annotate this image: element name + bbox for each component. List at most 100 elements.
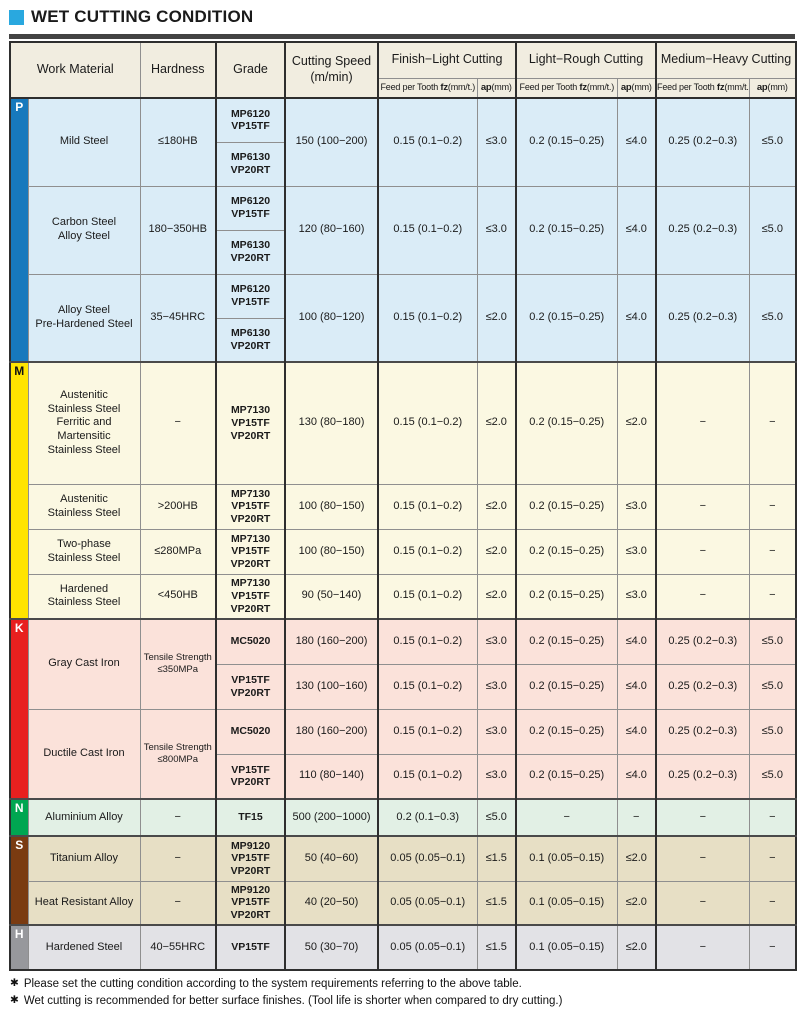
fz-cell: − [655, 835, 750, 882]
fz-cell: 0.15 (0.1−0.2) [377, 97, 478, 187]
fz-cell: 0.2 (0.15−0.25) [515, 185, 618, 275]
table-row: MP6130 VP20RT [10, 229, 796, 275]
fz-cell: 0.2 (0.15−0.25) [515, 708, 618, 755]
ap-cell: − [748, 880, 797, 926]
ap-cell: ≤2.0 [476, 361, 517, 485]
ap-cell: ≤3.0 [476, 618, 517, 665]
col-header-feed-rough: Feed per Tooth fz(mm/t.) [515, 77, 618, 99]
table-row: S Titanium Alloy − MP9120 VP15TF VP20RT … [9, 835, 797, 926]
fz-cell: 0.25 (0.2−0.3) [655, 753, 750, 800]
col-header-feed-heavy: Feed per Tooth fz(mm/t.) [655, 77, 750, 99]
col-header-grade: Grade [215, 41, 286, 99]
ap-cell: ≤4.0 [616, 618, 657, 665]
fz-cell: 0.2 (0.15−0.25) [515, 483, 618, 530]
speed-cell: 40 (20−50) [284, 880, 379, 926]
fz-cell: 0.2 (0.15−0.25) [515, 361, 618, 485]
hardness-cell: − [139, 880, 217, 926]
col-header-ap-heavy: ap(mm) [748, 77, 797, 99]
ap-cell: ≤3.0 [476, 753, 517, 800]
section-band-h: H [9, 924, 29, 971]
grade-cell: TF15 [215, 798, 286, 837]
ap-cell: ≤3.0 [476, 663, 517, 710]
ap-cell: ≤5.0 [748, 97, 797, 187]
table-row: Austenitic Stainless Steel >200HB MP7130… [10, 483, 797, 530]
grade-cell: VP15TF [215, 924, 286, 971]
hardness-cell: 40−55HRC [139, 924, 217, 971]
ap-cell: ≤4.0 [616, 753, 657, 800]
material-cell: Two-phase Stainless Steel [27, 528, 141, 575]
ap-cell: ≤4.0 [616, 273, 657, 363]
col-group-finish-light: Finish−Light Cutting [376, 41, 517, 79]
fz-cell: − [655, 528, 750, 575]
fz-cell: 0.2 (0.15−0.25) [515, 97, 618, 187]
table-row: Carbon Steel Alloy Steel 180−350HB MP612… [10, 185, 797, 275]
grade-cell: MP6130 VP20RT [215, 317, 286, 363]
speed-cell: 90 (50−140) [284, 573, 379, 620]
ap-cell: ≤3.0 [476, 708, 517, 755]
ap-cell: ≤5.0 [748, 618, 797, 665]
table-row: P Mild Steel ≤180HB MP6120 VP15TF 150 (1… [9, 97, 797, 363]
table-row: VP15TF VP20RT 110 (80−140) 0.15 (0.1−0.2… [10, 753, 797, 800]
material-cell: Ductile Cast Iron [27, 708, 141, 800]
speed-cell: 120 (80−160) [284, 185, 379, 275]
ap-cell: − [616, 798, 657, 837]
speed-cell: 100 (80−120) [284, 273, 379, 363]
fz-cell: 0.2 (0.15−0.25) [515, 273, 618, 363]
col-header-ap-finish: ap(mm) [476, 77, 517, 99]
ap-cell: ≤5.0 [748, 663, 797, 710]
grade-cell: VP15TF VP20RT [215, 663, 286, 710]
speed-cell: 180 (160−200) [284, 618, 379, 665]
material-cell: Hardened Stainless Steel [27, 573, 141, 620]
fz-cell: 0.05 (0.05−0.1) [377, 835, 478, 882]
grade-cell: MP6120 VP15TF [215, 273, 286, 319]
material-cell: Austenitic Stainless Steel [27, 483, 141, 530]
col-header-ap-rough: ap(mm) [616, 77, 657, 99]
table-row: N Aluminium Alloy − TF15 500 (200−1000) … [9, 798, 797, 837]
fz-cell: 0.25 (0.2−0.3) [655, 273, 750, 363]
grade-cell: MP6120 VP15TF [215, 97, 286, 143]
fz-cell: 0.2 (0.15−0.25) [515, 528, 618, 575]
ap-cell: ≤5.0 [748, 753, 797, 800]
fz-cell: 0.15 (0.1−0.2) [377, 708, 478, 755]
speed-cell: 150 (100−200) [284, 97, 379, 187]
ap-cell: ≤4.0 [616, 185, 657, 275]
fz-cell: 0.05 (0.05−0.1) [377, 880, 478, 926]
fz-cell: 0.2 (0.15−0.25) [515, 663, 618, 710]
col-header-feed-finish: Feed per Tooth fz(mm/t.) [377, 77, 478, 99]
fz-cell: 0.2 (0.15−0.25) [515, 618, 618, 665]
footnotes: ✱ Please set the cutting condition accord… [9, 976, 796, 1011]
ap-cell: ≤3.0 [476, 97, 517, 187]
ap-cell: ≤3.0 [476, 185, 517, 275]
ap-cell: − [748, 528, 797, 575]
asterisk-icon: ✱ [10, 977, 19, 989]
footnote-text: Wet cutting is recommended for better su… [23, 995, 563, 1008]
ap-cell: ≤5.0 [748, 273, 797, 363]
fz-cell: 0.25 (0.2−0.3) [655, 663, 750, 710]
fz-cell: − [655, 924, 750, 971]
ap-cell: ≤4.0 [616, 708, 657, 755]
fz-cell: 0.1 (0.05−0.15) [515, 924, 618, 971]
ap-cell: ≤4.0 [616, 97, 657, 187]
material-cell: Gray Cast Iron [27, 618, 141, 710]
ap-cell: − [748, 573, 797, 620]
fz-cell: 0.25 (0.2−0.3) [655, 708, 750, 755]
speed-cell: 500 (200−1000) [284, 798, 379, 837]
fz-cell: 0.15 (0.1−0.2) [377, 528, 478, 575]
table-row: Heat Resistant Alloy − MP9120 VP15TF VP2… [10, 880, 797, 926]
hardness-cell: Tensile Strength ≤350MPa [139, 618, 217, 710]
ap-cell: ≤2.0 [476, 483, 517, 530]
fz-cell: − [655, 798, 750, 837]
speed-cell: 180 (160−200) [284, 708, 379, 755]
grade-cell: MP6130 VP20RT [215, 229, 286, 275]
fz-cell: 0.05 (0.05−0.1) [377, 924, 478, 971]
footnote: ✱ Please set the cutting condition accord… [9, 976, 796, 993]
ap-cell: ≤2.0 [616, 924, 657, 971]
speed-cell: 50 (40−60) [284, 835, 379, 882]
hardness-cell: ≤280MPa [139, 528, 217, 575]
fz-cell: 0.15 (0.1−0.2) [377, 573, 478, 620]
table-header: Work Material Hardness Grade Cutting Spe… [9, 41, 797, 99]
fz-cell: − [655, 880, 750, 926]
footnote: ✱ Wet cutting is recommended for better s… [9, 993, 796, 1010]
material-cell: Alloy Steel Pre-Hardened Steel [27, 273, 141, 363]
